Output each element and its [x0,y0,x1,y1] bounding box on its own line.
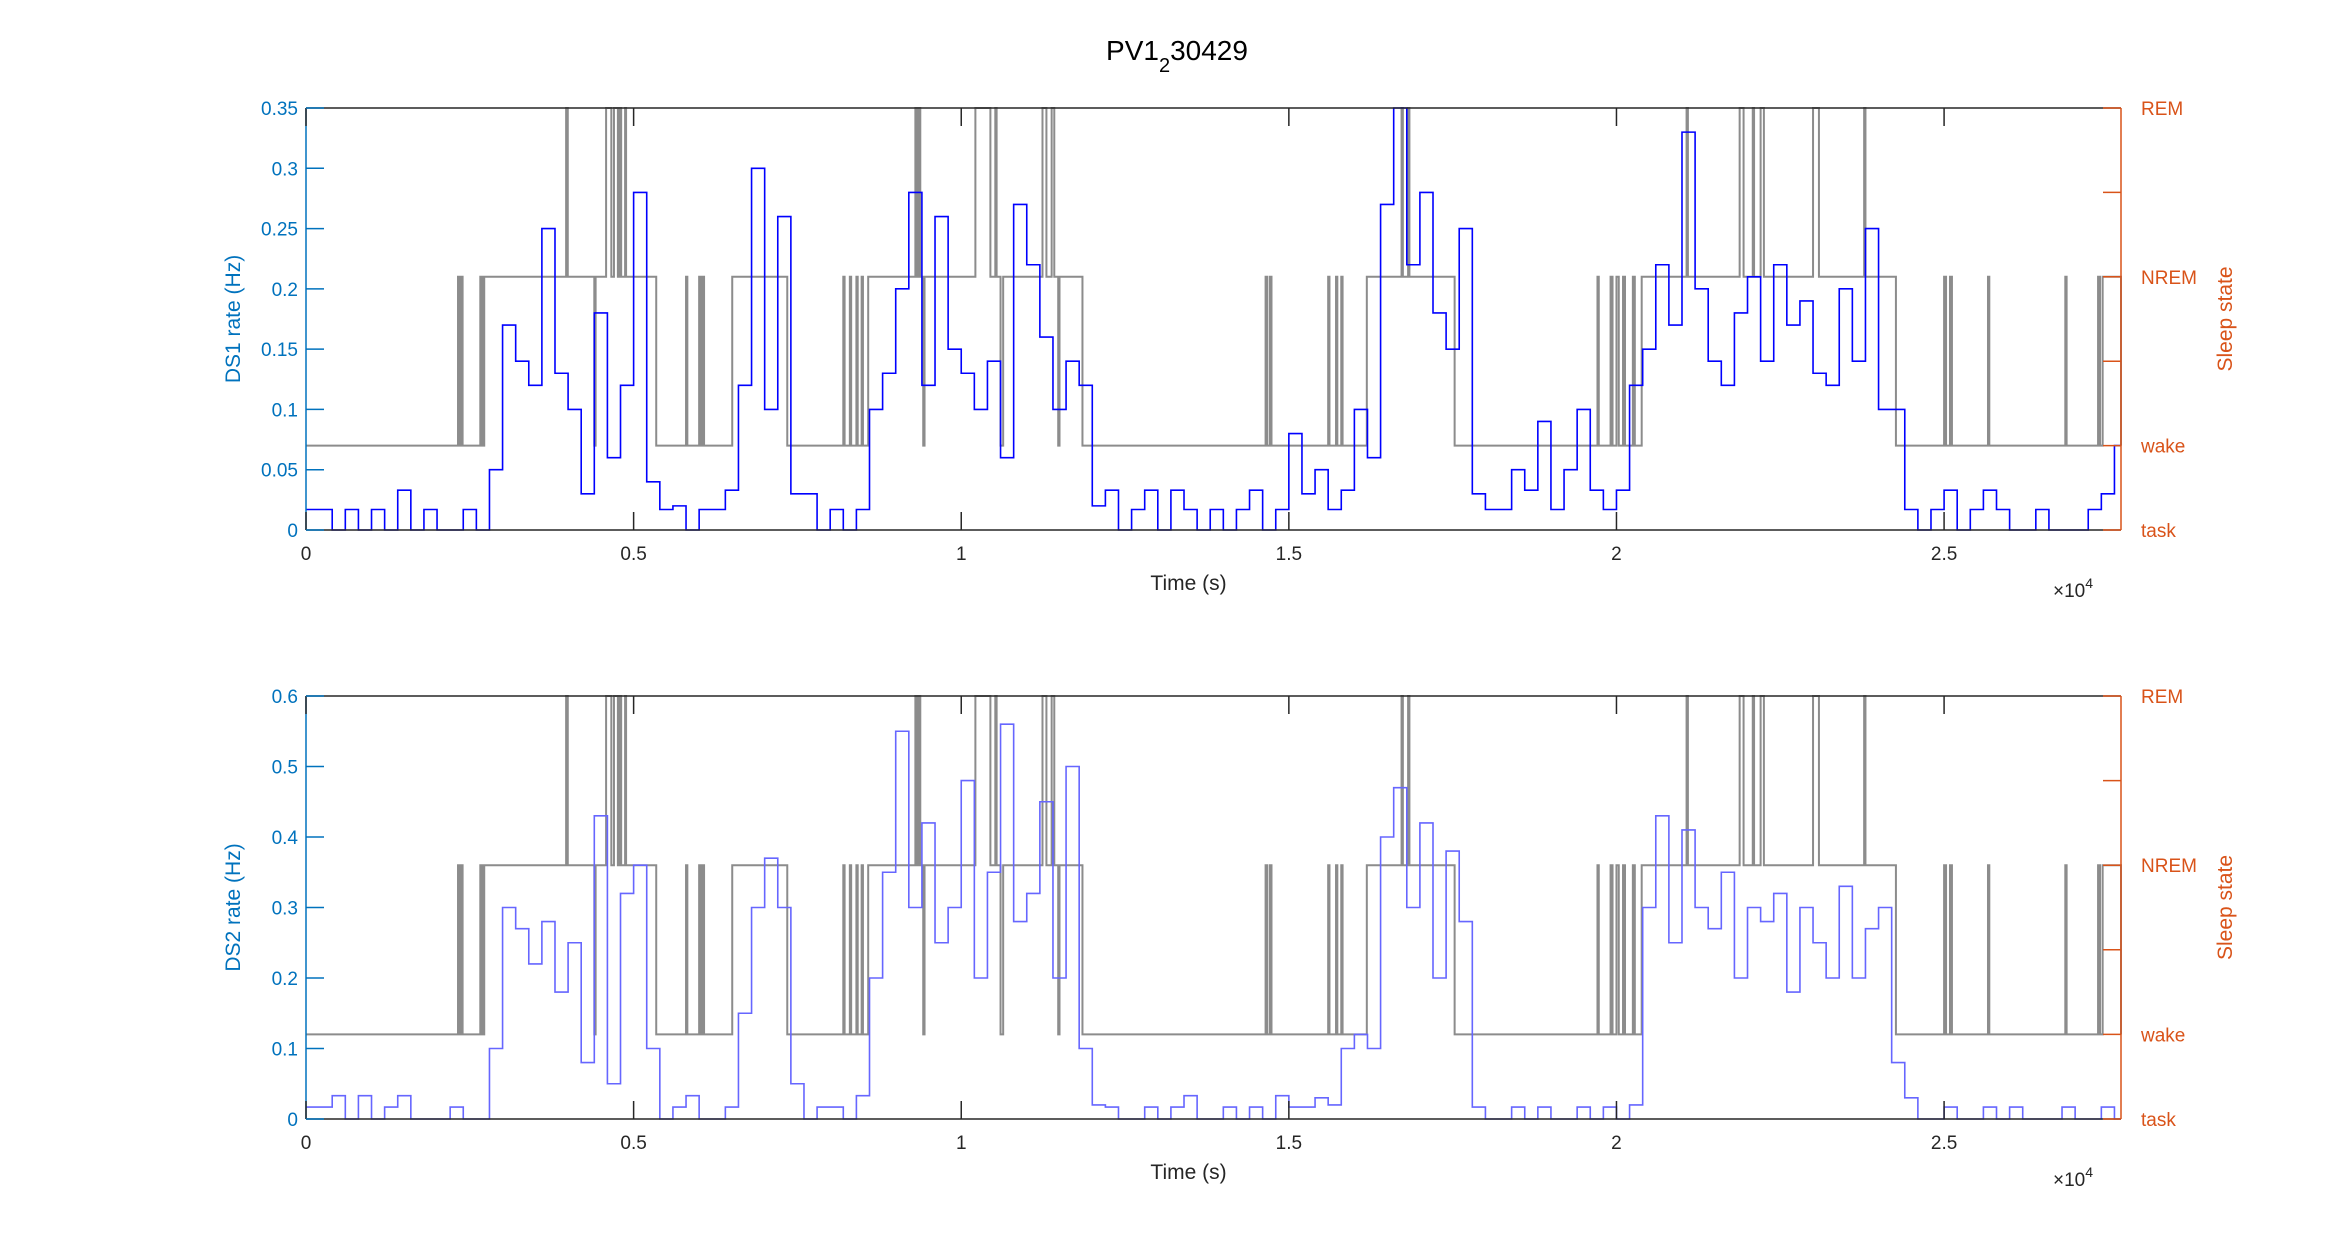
y-tick-label: 0.6 [272,687,298,708]
axes-ds1: 0 0.5 1 1.5 2 2.5 0 0.05 0.1 0.15 0.2 0.25 0.3 0.35 ta… [222,99,2237,602]
y-tick-label: 0.5 [272,758,298,779]
x-tick-label: 1.5 [1276,544,1302,565]
y-axis-label: DS2 rate (Hz) [222,843,245,971]
x-exponent-power: 4 [2085,1164,2093,1180]
sleep-state-label: NREM [2141,268,2197,289]
x-tick-label: 2 [1611,544,1622,565]
axes-ds2: 0 0.5 1 1.5 2 2.5 0 0.1 0.2 0.3 0.4 0.5 0.6 task wake N… [222,687,2237,1191]
sleep-state-label: REM [2141,687,2183,708]
ds1-rate-line [306,107,2121,531]
y2-axis-label: Sleep state [2214,855,2237,960]
sleep-state-label: wake [2140,437,2185,458]
x-exponent-base: ×10 [2053,1170,2085,1191]
ds2-rate-line [306,723,2121,1120]
sleep-state-label: NREM [2141,856,2197,877]
y-tick-label: 0.2 [272,280,298,301]
sleep-state-label: task [2141,1110,2176,1131]
title-main: PV1 [1106,35,1159,66]
y2-axis-label: Sleep state [2214,266,2237,371]
y-tick-label: 0.05 [261,461,298,482]
y-tick-label: 0.35 [261,99,298,120]
y-tick-label: 0.25 [261,220,298,241]
y-tick-label: 0 [287,1110,298,1131]
y-tick-label: 0.4 [272,828,299,849]
title-sub: 2 [1159,55,1170,77]
sleep-state-line [306,107,2122,447]
sleep-state-line [306,695,2122,1036]
x-axis-label: Time (s) [1150,572,1226,595]
x-exponent-power: 4 [2085,575,2093,591]
sleep-state-label: task [2141,521,2176,542]
y-axis-label: DS1 rate (Hz) [222,255,245,383]
x-tick-label: 0 [301,1133,312,1154]
x-tick-label: 0.5 [620,544,646,565]
x-exponent-base: ×10 [2053,581,2085,602]
x-tick-label: 2.5 [1931,544,1957,565]
x-tick-label: 2 [1611,1133,1622,1154]
x-tick-label: 1.5 [1276,1133,1302,1154]
x-tick-label: 1 [956,1133,967,1154]
title-rest: 30429 [1170,35,1248,66]
y-tick-label: 0 [287,521,298,542]
sleep-state-label: wake [2140,1025,2185,1046]
x-tick-label: 1 [956,544,967,565]
y-tick-label: 0.3 [272,899,298,920]
y-tick-label: 0.1 [272,400,298,421]
x-tick-label: 0 [301,544,312,565]
chart-title: PV1230429 [1106,35,1248,77]
x-axis-label: Time (s) [1150,1161,1226,1184]
y-tick-label: 0.1 [272,1040,298,1061]
sleep-state-label: REM [2141,99,2183,120]
y-tick-label: 0.3 [272,159,298,180]
x-exponent-label: ×104 [2053,575,2093,602]
x-tick-label: 0.5 [620,1133,646,1154]
x-tick-label: 2.5 [1931,1133,1957,1154]
y-tick-label: 0.15 [261,340,298,361]
x-exponent-label: ×104 [2053,1164,2093,1191]
y-tick-label: 0.2 [272,969,298,990]
